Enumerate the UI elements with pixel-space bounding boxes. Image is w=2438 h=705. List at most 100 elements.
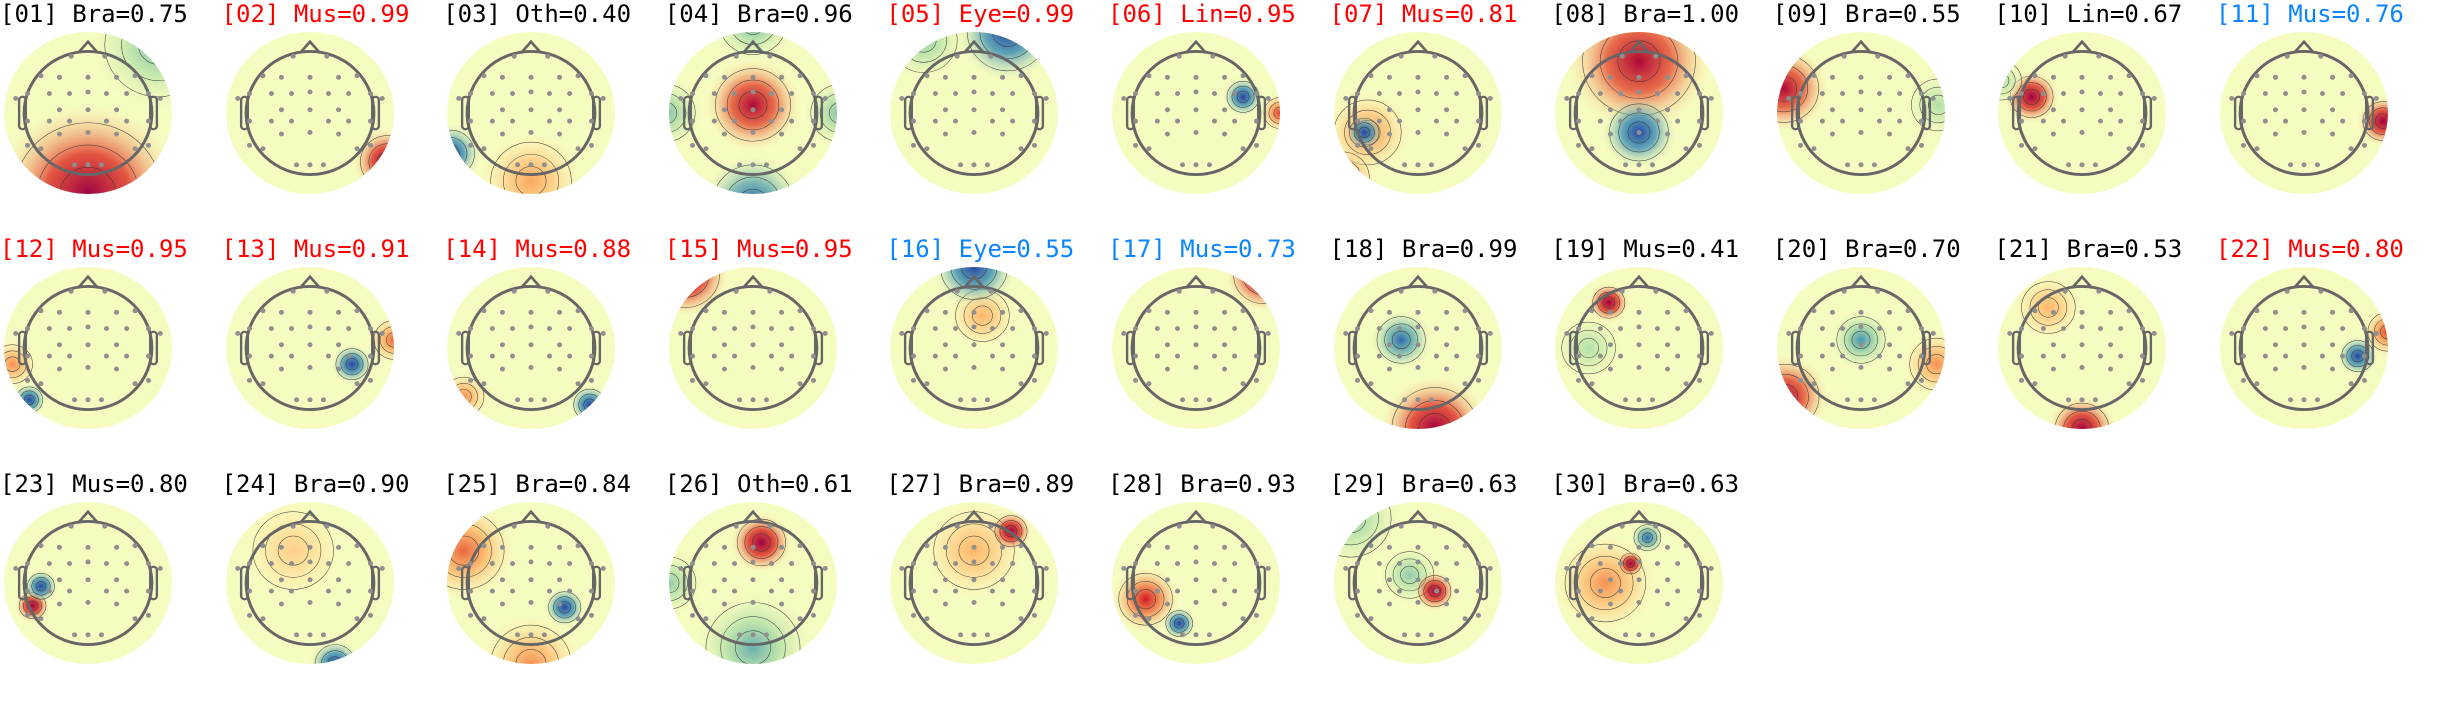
- electrode: [1354, 561, 1360, 566]
- electrode: [1253, 118, 1259, 124]
- ear: [239, 95, 249, 131]
- head-outline: [687, 284, 819, 412]
- electrode: [2032, 73, 2038, 79]
- electrode: [1401, 162, 1407, 168]
- electrode: [1665, 544, 1671, 550]
- head-outline: [909, 519, 1040, 647]
- electrode: [1619, 53, 1625, 59]
- nose: [963, 509, 986, 524]
- electrode: [1000, 601, 1006, 607]
- electrode: [924, 146, 930, 152]
- electrode: [260, 543, 266, 549]
- electrode: [1475, 118, 1481, 124]
- electrode: [1598, 118, 1604, 124]
- electrode: [1858, 397, 1864, 403]
- electrode: [1433, 561, 1439, 566]
- contour-line: [1423, 580, 1446, 603]
- electrode: [2301, 324, 2307, 330]
- electrode: [1044, 330, 1050, 336]
- electrode: [1708, 95, 1714, 101]
- component-17: [17] Mus=0.73: [1108, 235, 1330, 470]
- electrode: [1905, 73, 1911, 79]
- component-title: [24] Bra=0.90: [221, 470, 410, 498]
- electrode: [1121, 565, 1127, 571]
- electrode: [335, 309, 341, 315]
- contour-line: [1590, 568, 1621, 598]
- activation-blob: [242, 502, 344, 600]
- electrode: [943, 544, 949, 550]
- electrode: [307, 107, 313, 113]
- electrode: [2126, 146, 2132, 152]
- contour-line: [23, 394, 35, 405]
- electrode: [1675, 326, 1681, 331]
- electrode: [2284, 53, 2290, 59]
- electrode: [2118, 326, 2124, 331]
- electrode: [1462, 146, 1468, 152]
- electrode: [510, 588, 516, 594]
- topomap: [1776, 267, 1945, 429]
- component-title: [14] Mus=0.88: [443, 235, 632, 263]
- electrode: [547, 561, 553, 566]
- electrode: [157, 565, 163, 571]
- electrode: [721, 342, 727, 348]
- component-23: [23] Mus=0.80: [0, 470, 222, 705]
- ear: [2364, 330, 2375, 366]
- electrode: [288, 118, 294, 124]
- electrode: [1797, 353, 1803, 359]
- contour-line: [1851, 330, 1871, 349]
- activation-blob: [447, 502, 515, 600]
- electrode: [260, 146, 266, 152]
- electrode: [102, 53, 108, 59]
- head-outline: [244, 519, 375, 647]
- topomap: [890, 267, 1059, 429]
- electrode: [788, 91, 794, 96]
- electrode: [1844, 397, 1850, 403]
- electrode: [456, 565, 462, 571]
- electrode: [1618, 353, 1624, 359]
- electrode: [468, 353, 474, 359]
- electrode: [778, 342, 784, 348]
- electrode: [1415, 559, 1421, 565]
- electrode: [1564, 95, 1570, 101]
- electrode: [1576, 377, 1582, 383]
- electrode: [767, 288, 773, 294]
- activation-blob: [2015, 275, 2083, 340]
- electrode: [2108, 107, 2114, 113]
- electrode: [589, 118, 595, 124]
- electrode: [1453, 353, 1459, 359]
- electrode: [2254, 73, 2260, 79]
- electrode: [1819, 91, 1825, 96]
- electrode: [132, 381, 138, 387]
- electrode: [971, 365, 977, 370]
- electrode: [1886, 74, 1892, 80]
- electrode: [1655, 588, 1661, 594]
- electrode: [1453, 91, 1459, 96]
- ear: [1569, 330, 1579, 366]
- nose: [76, 39, 100, 54]
- electrode: [2301, 309, 2307, 315]
- head-outline: [1130, 519, 1262, 647]
- electrode: [145, 118, 151, 124]
- electrode: [1415, 600, 1421, 605]
- component-title: [10] Lin=0.67: [1994, 0, 2183, 28]
- nose: [298, 509, 321, 524]
- electrode: [899, 330, 905, 336]
- electrode: [1146, 73, 1152, 79]
- activation-blob: [1830, 310, 1892, 370]
- activation-blob: [932, 267, 1017, 308]
- electrode: [1697, 118, 1703, 124]
- ear: [592, 330, 602, 366]
- electrode: [25, 561, 31, 566]
- electrode: [1044, 565, 1050, 571]
- electrode: [778, 309, 784, 315]
- electrode: [1886, 309, 1892, 315]
- electrode: [567, 118, 573, 124]
- electrode: [2340, 353, 2346, 359]
- electrode: [268, 561, 274, 566]
- electrode: [778, 107, 784, 113]
- electrode: [1401, 632, 1407, 638]
- electrode: [1930, 330, 1936, 336]
- electrode: [114, 131, 120, 137]
- electrode: [481, 381, 487, 387]
- electrode: [307, 365, 313, 370]
